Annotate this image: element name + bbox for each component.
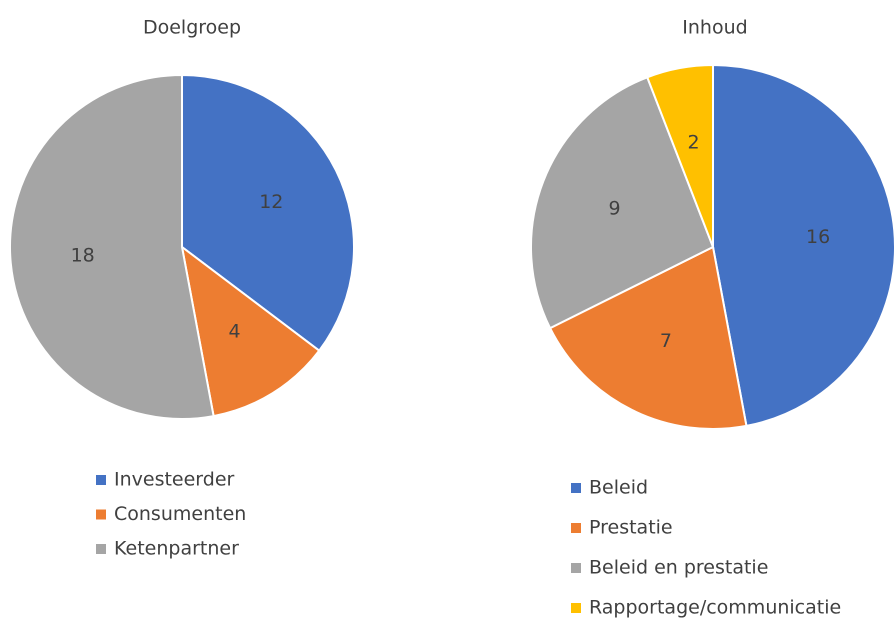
legend-swatch — [96, 509, 106, 520]
chart-title: Inhoud — [682, 17, 747, 39]
legend-swatch — [571, 483, 581, 493]
pie-slice — [180, 244, 321, 418]
pie-slice — [712, 63, 895, 428]
data-label: 18 — [71, 245, 95, 267]
legend-swatch — [571, 563, 581, 573]
data-label: 2 — [688, 132, 700, 154]
data-label: 12 — [259, 191, 283, 213]
legend-label: Rapportage/communicatie — [589, 597, 841, 619]
chart-title: Doelgroep — [143, 17, 241, 39]
legend-swatch — [96, 475, 106, 485]
pie-slice — [645, 63, 714, 248]
legend-label: Investeerder — [114, 469, 235, 491]
legend-label: Prestatie — [589, 517, 673, 539]
legend-label: Beleid — [589, 477, 648, 499]
legend-label: Beleid en prestatie — [589, 557, 768, 579]
pie-slice — [548, 245, 748, 430]
pie-slice — [8, 73, 215, 420]
pie-slice — [181, 73, 355, 353]
legend-swatch — [571, 603, 581, 613]
legend-label: Consumenten — [114, 503, 246, 525]
legend-swatch — [96, 544, 106, 554]
pie-slice — [530, 75, 715, 330]
legend-swatch — [571, 523, 581, 533]
data-label: 7 — [660, 330, 672, 352]
data-label: 16 — [806, 226, 830, 248]
legend-label: Ketenpartner — [114, 538, 239, 560]
data-label: 9 — [609, 197, 621, 219]
data-label: 4 — [228, 320, 240, 342]
